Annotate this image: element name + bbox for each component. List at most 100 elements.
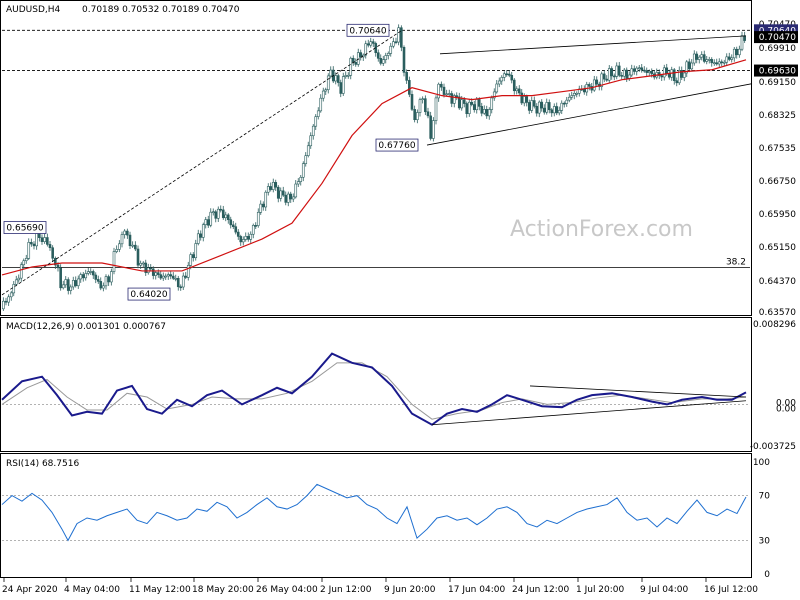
x-tick-label: 24 Apr 2020 bbox=[2, 585, 58, 595]
candle-body bbox=[271, 182, 275, 190]
candle-body bbox=[627, 74, 631, 79]
candle-body bbox=[545, 102, 549, 113]
candle-body bbox=[66, 279, 70, 291]
candle-body bbox=[174, 277, 178, 280]
candle-body bbox=[89, 271, 93, 273]
candle-body bbox=[727, 56, 731, 60]
candle-body bbox=[735, 48, 739, 56]
candle-body bbox=[46, 237, 49, 245]
candle-body bbox=[465, 103, 469, 114]
candle-body bbox=[600, 73, 604, 87]
candle-body bbox=[304, 155, 308, 164]
chart-ohlc: 0.70189 0.70532 0.70189 0.70470 bbox=[82, 5, 240, 15]
candle-body bbox=[400, 27, 403, 48]
candle-body bbox=[421, 98, 424, 100]
candle-body bbox=[587, 84, 591, 87]
candle-body bbox=[201, 224, 205, 238]
candle-body bbox=[442, 86, 446, 95]
candle-body bbox=[14, 279, 18, 285]
candle-body bbox=[457, 96, 461, 109]
candle-body bbox=[236, 231, 240, 237]
candle-body bbox=[32, 243, 36, 247]
candle-body bbox=[455, 95, 459, 98]
candle-body bbox=[22, 260, 26, 266]
candle-body bbox=[334, 75, 338, 82]
candle-body bbox=[402, 47, 406, 73]
candle-body bbox=[256, 211, 260, 226]
candle-body bbox=[48, 244, 52, 249]
candle-body bbox=[567, 96, 571, 101]
candle-body bbox=[437, 83, 440, 99]
candle-body bbox=[675, 80, 679, 84]
candle-body bbox=[341, 76, 345, 94]
candle-body bbox=[445, 93, 448, 96]
candle-body bbox=[695, 53, 699, 60]
candle-body bbox=[480, 106, 484, 114]
price-label: 0.64020 bbox=[130, 290, 167, 300]
macd-tick-label: 0.008296 bbox=[753, 320, 796, 330]
candle-body bbox=[520, 92, 524, 104]
candle-body bbox=[211, 211, 215, 214]
candle-body bbox=[169, 274, 173, 277]
candle-body bbox=[500, 77, 504, 82]
price-label: 0.70640 bbox=[349, 26, 386, 36]
candle-body bbox=[682, 72, 686, 78]
candle-body bbox=[254, 225, 258, 227]
candle-body bbox=[715, 62, 719, 65]
candle-body bbox=[720, 61, 724, 64]
candle-body bbox=[319, 97, 323, 112]
x-tick-label: 9 Jul 04:00 bbox=[640, 585, 689, 595]
candle-body bbox=[495, 83, 499, 93]
candle-body bbox=[637, 67, 641, 70]
candle-body bbox=[497, 80, 501, 85]
candle-body bbox=[59, 267, 62, 289]
chart-header: AUDUSD,H4 bbox=[6, 5, 61, 15]
candle-body bbox=[306, 145, 310, 156]
candle-body bbox=[630, 68, 634, 76]
candle-body bbox=[141, 262, 145, 265]
price-highlight-box bbox=[754, 31, 798, 44]
candle-body bbox=[136, 248, 140, 266]
x-tick-label: 11 May 12:00 bbox=[129, 585, 191, 595]
candle-body bbox=[314, 116, 318, 127]
candle-body bbox=[710, 59, 714, 64]
candle-body bbox=[527, 102, 531, 111]
price-tick-label: 0.66750 bbox=[759, 177, 796, 187]
candle-body bbox=[276, 186, 280, 199]
candle-body bbox=[405, 72, 408, 81]
candle-body bbox=[366, 43, 370, 46]
candle-body bbox=[146, 267, 150, 273]
candle-body bbox=[339, 82, 343, 94]
candle-body bbox=[61, 284, 65, 289]
macd-panel bbox=[0, 317, 752, 452]
price-label-box bbox=[3, 221, 47, 234]
candle-body bbox=[191, 254, 195, 259]
candle-body bbox=[702, 54, 706, 62]
candle-body bbox=[96, 279, 100, 282]
candle-body bbox=[505, 73, 509, 76]
candle-body bbox=[515, 88, 519, 92]
candle-body bbox=[389, 45, 393, 54]
candle-body bbox=[452, 95, 456, 104]
candle-body bbox=[575, 92, 579, 95]
candle-body bbox=[645, 70, 649, 73]
candle-body bbox=[166, 274, 170, 277]
candle-body bbox=[460, 99, 464, 109]
candle-body bbox=[397, 27, 400, 43]
macd-layer bbox=[1, 352, 750, 426]
candle-body bbox=[692, 53, 696, 64]
candle-body bbox=[462, 99, 466, 104]
candle-body bbox=[605, 78, 609, 81]
x-tick-label: 9 Jun 20:00 bbox=[384, 585, 436, 595]
candle-body bbox=[622, 69, 626, 77]
candle-body bbox=[432, 120, 435, 139]
candle-body bbox=[189, 254, 193, 266]
candle-body bbox=[530, 100, 534, 111]
candle-body bbox=[712, 62, 716, 65]
candle-body bbox=[294, 183, 298, 198]
candle-body bbox=[672, 69, 676, 81]
candle-body bbox=[507, 73, 511, 76]
candle-body bbox=[104, 276, 108, 287]
candle-body bbox=[725, 56, 729, 63]
